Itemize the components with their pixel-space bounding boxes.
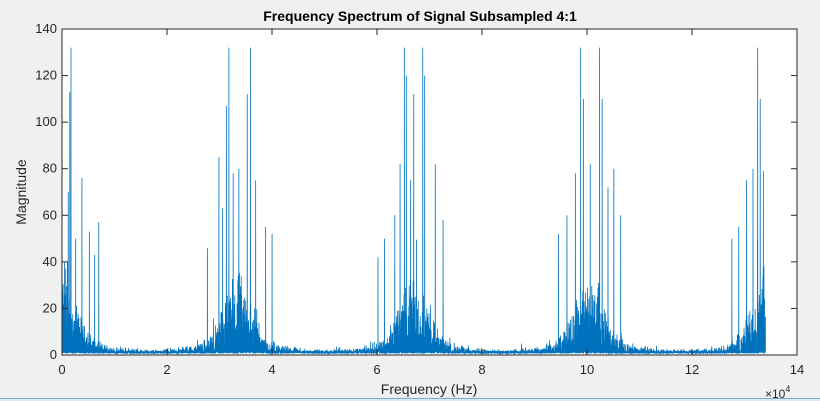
x-axis-exponent-base: ×10 [765,387,786,401]
x-axis-label: Frequency (Hz) [381,381,477,397]
spectrum-trace [61,47,766,356]
x-axis-exponent-power: 4 [785,384,790,394]
y-tick-label: 120 [35,68,57,83]
axes-box [61,28,798,356]
x-tick-label: 2 [163,362,170,377]
x-tick-label: 12 [685,362,699,377]
y-tick-label: 20 [43,300,57,315]
x-tick-label: 4 [268,362,275,377]
x-tick-label: 8 [478,362,485,377]
x-tick-label: 10 [580,362,594,377]
x-tick-label: 0 [58,362,65,377]
y-axis-ticks: 0 20 40 60 80 100 120 140 [35,21,797,362]
window-bottom-border [0,398,820,399]
x-axis-exponent: ×104 [765,384,790,401]
y-tick-label: 0 [50,347,57,362]
plot-content [61,47,766,356]
y-tick-label: 40 [43,254,57,269]
x-tick-label: 6 [373,362,380,377]
x-tick-label: 14 [790,362,804,377]
y-tick-label: 80 [43,161,57,176]
y-axis-label: Magnitude [13,159,29,225]
y-tick-label: 60 [43,207,57,222]
window-bottom-strip [0,398,820,401]
y-tick-label: 100 [35,114,57,129]
x-axis-ticks: 0 2 4 6 8 10 12 14 [58,29,804,377]
chart-title: Frequency Spectrum of Signal Subsampled … [263,8,577,24]
plot-area [62,29,797,355]
y-tick-label: 140 [35,21,57,36]
